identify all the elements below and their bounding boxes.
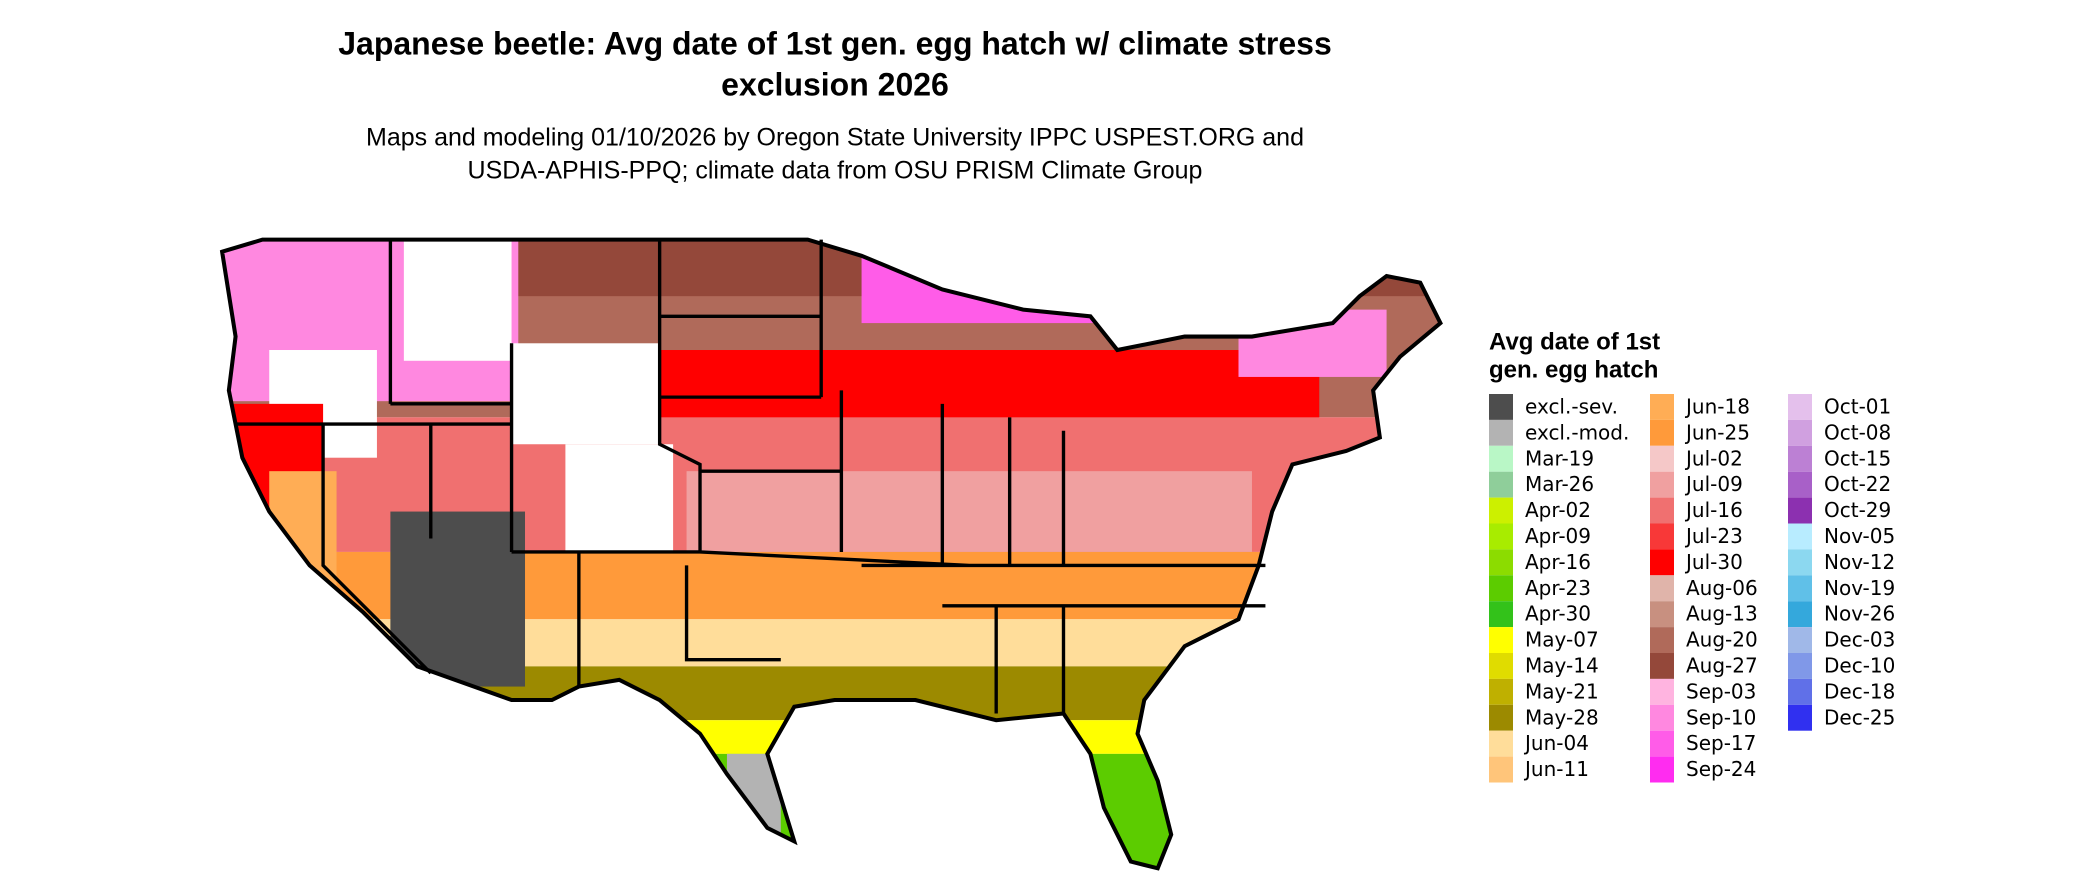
legend-label: Aug-20 <box>1686 628 1758 652</box>
title-line: Japanese beetle: Avg date of 1st gen. eg… <box>338 25 1332 61</box>
subtitle-line: USDA-APHIS-PPQ; climate data from OSU PR… <box>468 157 1203 185</box>
legend-swatch <box>1650 627 1674 653</box>
legend-label: Jul-30 <box>1684 550 1743 574</box>
legend-swatch <box>1650 730 1674 757</box>
legend-swatch <box>1650 549 1674 576</box>
legend-swatch <box>1788 471 1812 498</box>
legend-swatch <box>1788 575 1812 602</box>
legend-label: Sep-03 <box>1686 679 1756 703</box>
legend-label: Jul-09 <box>1684 472 1743 496</box>
subtitle-line: Maps and modeling 01/10/2026 by Oregon S… <box>366 124 1304 152</box>
legend-swatch <box>1489 575 1513 602</box>
legend-swatch <box>1489 730 1513 757</box>
legend-swatch <box>1489 549 1513 576</box>
legend-label: Oct-22 <box>1824 472 1891 496</box>
legend-label: Mar-26 <box>1525 472 1594 496</box>
legend-label: Aug-27 <box>1686 653 1758 677</box>
legend-swatch <box>1788 601 1812 628</box>
legend-swatch <box>1650 523 1674 550</box>
legend: excl.-sev.excl.-mod.Mar-19Mar-26Apr-02Ap… <box>1489 394 1895 783</box>
legend-swatch <box>1650 678 1674 705</box>
legend-swatch <box>1650 704 1674 731</box>
legend-swatch <box>1489 678 1513 705</box>
legend-swatch <box>1489 756 1513 783</box>
legend-label: Apr-23 <box>1525 576 1591 600</box>
legend-swatch <box>1788 497 1812 524</box>
legend-label: Aug-06 <box>1686 576 1758 600</box>
legend-swatch <box>1650 394 1674 420</box>
legend-label: Jun-11 <box>1523 757 1589 781</box>
title-line: exclusion 2026 <box>721 66 949 102</box>
legend-swatch <box>1489 601 1513 628</box>
legend-label: Apr-16 <box>1525 550 1591 574</box>
legend-label: Sep-24 <box>1686 757 1756 781</box>
legend-swatch <box>1788 627 1812 653</box>
legend-swatch <box>1788 549 1812 576</box>
legend-swatch <box>1489 394 1513 420</box>
legend-label: Aug-13 <box>1686 602 1758 626</box>
legend-swatch <box>1650 445 1674 472</box>
legend-label: Dec-25 <box>1824 705 1895 729</box>
legend-swatch <box>1489 653 1513 679</box>
legend-swatch <box>1650 601 1674 628</box>
legend-label: Jul-16 <box>1684 498 1743 522</box>
legend-swatch <box>1788 445 1812 472</box>
legend-label: Dec-10 <box>1824 653 1895 677</box>
legend-label: Nov-26 <box>1824 602 1895 626</box>
legend-title: Avg date of 1st <box>1489 328 1660 355</box>
legend-label: Oct-01 <box>1824 394 1891 418</box>
legend-label: excl.-mod. <box>1525 420 1629 444</box>
legend-label: Jun-18 <box>1684 394 1750 418</box>
legend-title: gen. egg hatch <box>1489 356 1658 383</box>
legend-label: Jun-25 <box>1684 420 1750 444</box>
legend-swatch <box>1788 704 1812 731</box>
legend-label: Sep-10 <box>1686 705 1756 729</box>
legend-label: Apr-09 <box>1525 524 1591 548</box>
legend-swatch <box>1489 445 1513 472</box>
legend-swatch <box>1489 523 1513 550</box>
legend-swatch <box>1650 471 1674 498</box>
legend-swatch <box>1788 653 1812 679</box>
legend-swatch <box>1489 471 1513 498</box>
legend-swatch <box>1650 497 1674 524</box>
legend-label: May-07 <box>1525 628 1599 652</box>
legend-swatch <box>1788 419 1812 446</box>
legend-label: Sep-17 <box>1686 731 1756 755</box>
legend-label: Nov-12 <box>1824 550 1895 574</box>
legend-label: May-14 <box>1525 653 1599 677</box>
legend-label: Dec-03 <box>1824 628 1895 652</box>
legend-label: Mar-19 <box>1525 446 1594 470</box>
legend-label: Nov-19 <box>1824 576 1895 600</box>
legend-swatch <box>1650 419 1674 446</box>
legend-label: Apr-02 <box>1525 498 1591 522</box>
legend-label: May-21 <box>1525 679 1599 703</box>
legend-swatch <box>1650 653 1674 679</box>
legend-swatch <box>1489 497 1513 524</box>
legend-swatch <box>1650 756 1674 783</box>
legend-label: Jul-02 <box>1684 446 1743 470</box>
legend-label: Oct-15 <box>1824 446 1891 470</box>
legend-swatch <box>1650 575 1674 602</box>
legend-label: Dec-18 <box>1824 679 1895 703</box>
legend-label: May-28 <box>1525 705 1599 729</box>
legend-label: Jul-23 <box>1684 524 1743 548</box>
legend-swatch <box>1788 394 1812 420</box>
legend-label: Oct-08 <box>1824 420 1891 444</box>
legend-label: excl.-sev. <box>1525 394 1618 418</box>
legend-label: Nov-05 <box>1824 524 1895 548</box>
legend-swatch <box>1788 678 1812 705</box>
legend-label: Jun-04 <box>1523 731 1589 755</box>
legend-label: Apr-30 <box>1525 602 1591 626</box>
us-map <box>219 237 1443 871</box>
legend-swatch <box>1489 419 1513 446</box>
legend-swatch <box>1788 523 1812 550</box>
legend-label: Oct-29 <box>1824 498 1891 522</box>
legend-swatch <box>1489 704 1513 731</box>
legend-swatch <box>1489 627 1513 653</box>
